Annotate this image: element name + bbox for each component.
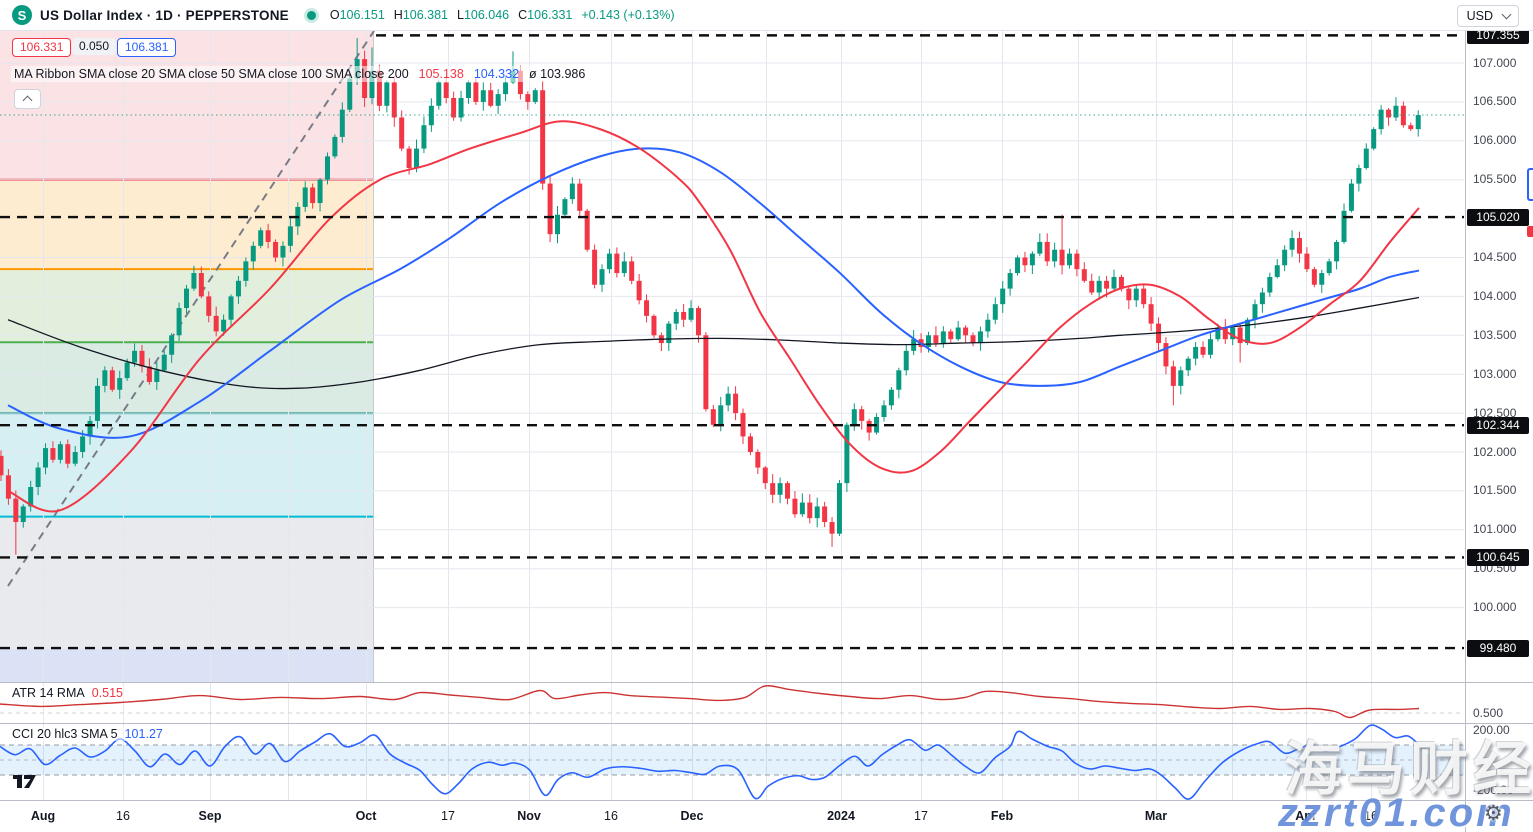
time-tick: Mar	[1144, 809, 1168, 823]
sma50-value: 104.332	[473, 67, 520, 81]
time-tick: 16	[1364, 809, 1378, 823]
ma-ribbon-legend[interactable]: MA Ribbon SMA close 20 SMA close 50 SMA …	[11, 66, 589, 82]
time-tick: 2024	[827, 809, 855, 823]
atr-label: ATR 14 RMA	[12, 686, 85, 700]
price-tick: 103.500	[1473, 327, 1517, 342]
ohlc-item: H106.381	[393, 8, 448, 22]
price-tick: 103.000	[1473, 366, 1517, 381]
tradingview-logo-icon[interactable]	[13, 771, 43, 789]
cci-tick: 200.00	[1473, 722, 1510, 737]
chevron-down-icon	[1501, 9, 1512, 20]
cci-value: 101.27	[124, 727, 163, 741]
price-tick: 101.000	[1473, 522, 1517, 537]
time-tick: 16	[604, 809, 618, 823]
ohlc-item: O106.151	[329, 8, 385, 22]
alert-price-label-blue[interactable]: 106.381	[117, 38, 177, 57]
price-tick: 102.000	[1473, 444, 1517, 459]
price-level-badge: 102.344	[1467, 416, 1529, 434]
time-axis-border	[0, 800, 1533, 801]
ohlc-values: O106.151 H106.381 L106.046 C106.331	[330, 8, 573, 22]
cci-label: CCI 20 hlc3 SMA 5	[12, 727, 118, 741]
time-tick: 17	[914, 809, 928, 823]
atr-tick: 0.500	[1473, 705, 1504, 720]
red-price-tab	[1527, 226, 1533, 237]
price-tick: 106.500	[1473, 94, 1517, 109]
atr-value: 0.515	[91, 686, 123, 700]
sma20-value: 105.138	[418, 67, 464, 81]
price-level-badge: 100.645	[1467, 548, 1529, 566]
price-tick: 104.500	[1473, 250, 1517, 264]
price-tick: 101.500	[1473, 483, 1517, 498]
time-tick: Feb	[990, 809, 1014, 823]
time-tick: Aug	[30, 809, 56, 823]
currency-dropdown[interactable]: USD	[1456, 5, 1519, 27]
price-tick: 102.500	[1473, 405, 1517, 420]
toolbar: S US Dollar Index · 1D · PEPPERSTONE O10…	[0, 0, 1533, 31]
gear-icon[interactable]: ⚙	[1484, 802, 1503, 825]
time-tick: Oct	[355, 809, 377, 823]
time-tick: Sep	[198, 809, 222, 823]
site-watermark-cn: 海马财经	[1284, 737, 1533, 802]
spread-label: 0.050	[72, 38, 117, 55]
symbol-logo[interactable]: S	[12, 5, 32, 25]
time-tick: Apr	[1295, 809, 1317, 823]
price-level-badge: 105.020	[1467, 208, 1529, 226]
ohlc-item: C106.331	[518, 8, 573, 22]
price-tick: 106.000	[1473, 133, 1517, 148]
cci-tick: -200.00	[1473, 782, 1514, 797]
ma-ribbon-title: MA Ribbon SMA close 20 SMA close 50 SMA …	[14, 67, 409, 81]
price-axis-border	[1465, 30, 1466, 832]
time-tick: Dec	[680, 809, 704, 823]
market-status-icon[interactable]	[306, 10, 316, 20]
sma-average-value: ø 103.986	[529, 67, 586, 81]
symbol-title[interactable]: US Dollar Index · 1D · PEPPERSTONE	[40, 7, 289, 23]
pane-separator-main-atr[interactable]	[0, 682, 1533, 683]
time-tick: 17	[441, 809, 455, 823]
blue-price-tab	[1527, 168, 1533, 201]
price-level-badge: 107.355	[1467, 26, 1529, 44]
alert-price-label-red[interactable]: 106.331	[12, 38, 72, 57]
pane-separator-atr-cci[interactable]	[0, 723, 1533, 724]
currency-label: USD	[1466, 9, 1493, 23]
price-tick: 107.000	[1473, 55, 1517, 70]
price-tick: 104.000	[1473, 288, 1517, 303]
atr-legend[interactable]: ATR 14 RMA 0.515	[10, 686, 125, 700]
price-tick: 105.500	[1473, 172, 1517, 187]
collapse-legend-button[interactable]	[14, 89, 41, 109]
cci-legend[interactable]: CCI 20 hlc3 SMA 5 101.27	[10, 727, 165, 741]
price-change: +0.143 (+0.13%)	[581, 8, 675, 22]
time-tick: Nov	[517, 809, 541, 823]
chevron-up-icon	[22, 95, 33, 106]
ohlc-item: L106.046	[457, 8, 510, 22]
price-level-badge: 99.480	[1467, 639, 1529, 657]
time-tick: 16	[116, 809, 130, 823]
site-watermark-url: zzrt01.com	[1278, 791, 1515, 832]
price-tick: 100.000	[1473, 600, 1517, 615]
